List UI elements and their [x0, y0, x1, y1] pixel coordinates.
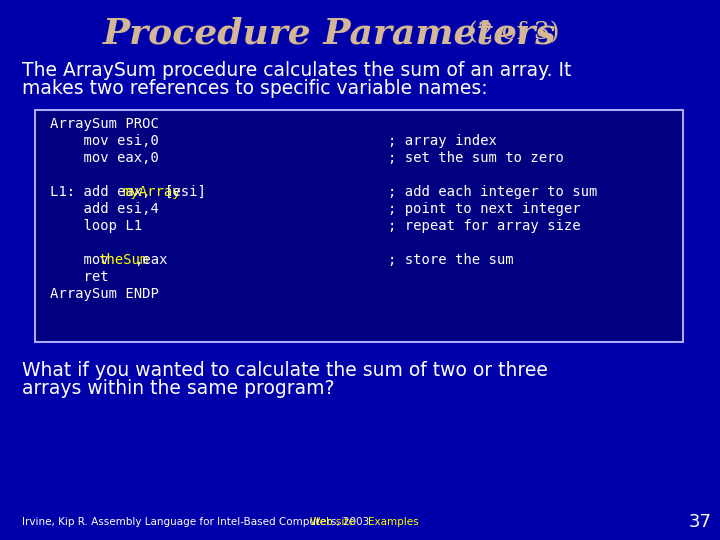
FancyBboxPatch shape [35, 110, 683, 342]
Text: mov: mov [50, 253, 117, 267]
Text: ; point to next integer: ; point to next integer [388, 202, 580, 216]
Text: Procedure Parameters: Procedure Parameters [103, 16, 557, 50]
Text: add esi,4: add esi,4 [50, 202, 159, 216]
Text: ,eax: ,eax [134, 253, 168, 267]
Text: L1: add eax,: L1: add eax, [50, 185, 150, 199]
Text: ret: ret [50, 270, 109, 284]
Text: [esi]: [esi] [164, 185, 206, 199]
Text: ; array index: ; array index [388, 134, 497, 148]
Text: (2 of 3): (2 of 3) [460, 22, 559, 44]
Text: The ArraySum procedure calculates the sum of an array. It: The ArraySum procedure calculates the su… [22, 60, 572, 79]
Text: myArray: myArray [122, 185, 181, 199]
Text: ; repeat for array size: ; repeat for array size [388, 219, 580, 233]
Text: Irvine, Kip R. Assembly Language for Intel-Based Computers, 2003.: Irvine, Kip R. Assembly Language for Int… [22, 517, 373, 527]
Text: 37: 37 [688, 513, 711, 531]
Text: Examples: Examples [368, 517, 418, 527]
Text: theSum: theSum [98, 253, 148, 267]
Text: ; set the sum to zero: ; set the sum to zero [388, 151, 564, 165]
Text: mov eax,0: mov eax,0 [50, 151, 159, 165]
Text: ; add each integer to sum: ; add each integer to sum [388, 185, 598, 199]
Text: ArraySum PROC: ArraySum PROC [50, 117, 159, 131]
Text: loop L1: loop L1 [50, 219, 142, 233]
Text: ; store the sum: ; store the sum [388, 253, 513, 267]
Text: mov esi,0: mov esi,0 [50, 134, 159, 148]
Text: What if you wanted to calculate the sum of two or three: What if you wanted to calculate the sum … [22, 361, 548, 380]
Text: Web site: Web site [310, 517, 355, 527]
Text: makes two references to specific variable names:: makes two references to specific variabl… [22, 78, 487, 98]
Text: ArraySum ENDP: ArraySum ENDP [50, 287, 159, 301]
Text: arrays within the same program?: arrays within the same program? [22, 379, 335, 397]
